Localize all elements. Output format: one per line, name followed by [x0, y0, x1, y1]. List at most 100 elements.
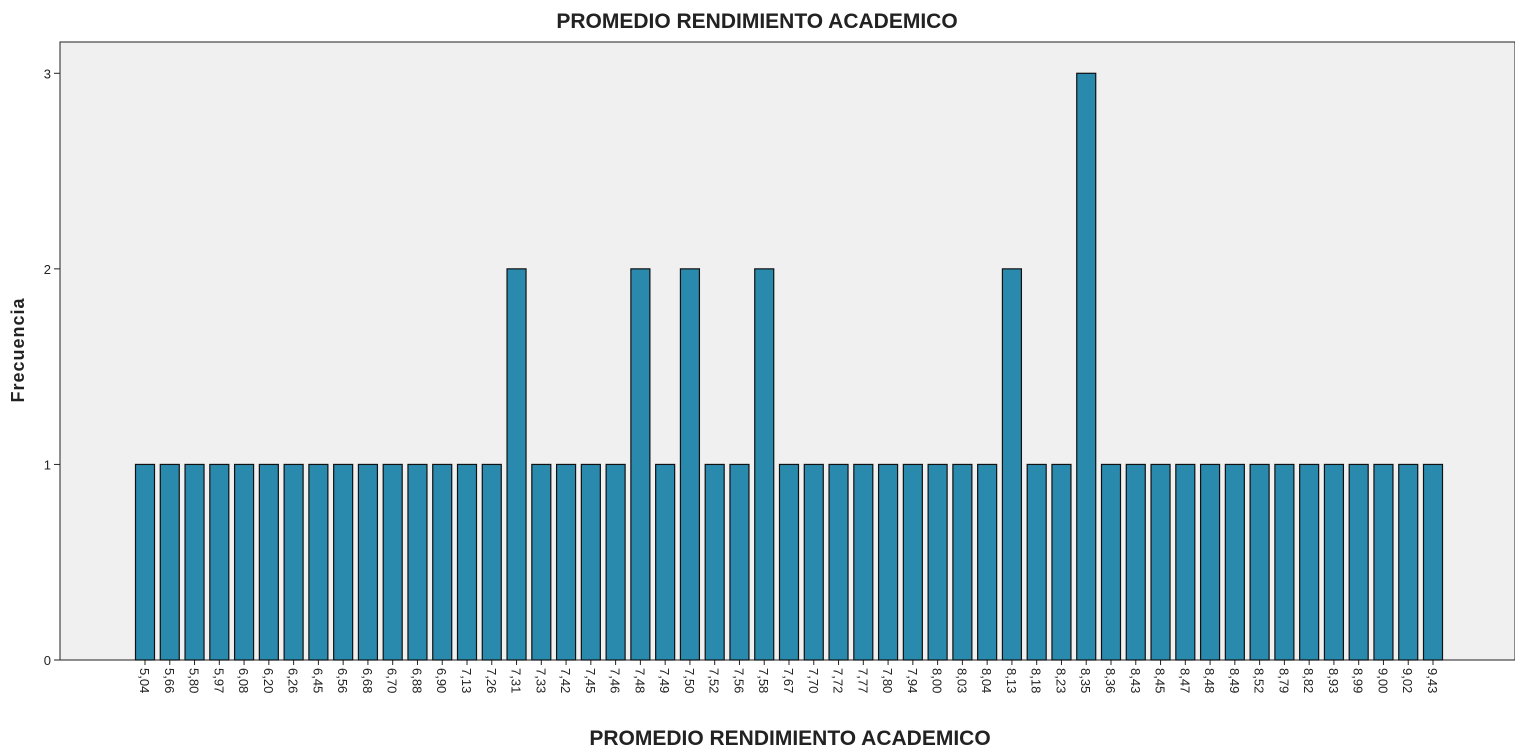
bar: [258, 463, 279, 661]
x-tick-label: 5,66: [162, 668, 177, 693]
x-tick-label: 5,80: [187, 668, 202, 693]
bar: [357, 463, 379, 661]
bar: [1175, 463, 1196, 661]
x-tick-label: 6,08: [236, 668, 251, 693]
x-tick-label: 8,45: [1153, 668, 1168, 693]
bar: [333, 463, 354, 661]
bar: [877, 463, 899, 661]
x-tick-label: 6,26: [286, 668, 301, 693]
x-tick-label: 7,13: [459, 668, 474, 693]
bar: [1422, 463, 1444, 661]
x-tick-label: 9,43: [1425, 668, 1440, 693]
x-tick-label: 7,58: [756, 668, 771, 693]
bar: [159, 463, 180, 661]
x-tick-label: 8,48: [1202, 668, 1217, 693]
bar: [1249, 463, 1270, 661]
x-tick-label: 7,52: [707, 668, 722, 693]
x-tick-label: 8,49: [1227, 668, 1242, 693]
x-tick-label: 7,67: [781, 668, 796, 693]
bar: [580, 463, 601, 661]
x-tick-label: 7,72: [831, 668, 846, 693]
bar: [828, 463, 849, 661]
x-tick-label: 8,18: [1029, 668, 1044, 693]
x-tick-label: 6,45: [310, 668, 325, 693]
bar: [853, 463, 874, 661]
x-tick-label: 7,31: [509, 668, 524, 693]
bar: [778, 463, 800, 661]
x-tick-label: 6,90: [434, 668, 449, 693]
x-tick-label: 7,70: [806, 668, 821, 693]
bar: [1274, 463, 1295, 661]
x-tick-label: 6,20: [261, 668, 276, 693]
bar: [655, 463, 676, 661]
x-tick-label: 5,04: [137, 668, 152, 693]
x-tick-label: 8,93: [1326, 668, 1341, 693]
x-tick-label: 8,82: [1301, 668, 1316, 693]
bar: [1398, 463, 1419, 661]
x-axis-label: PROMEDIO RENDIMIENTO ACADEMICO: [589, 727, 990, 750]
bar: [555, 463, 577, 661]
bar: [1323, 463, 1345, 661]
x-tick-label: 8,43: [1128, 668, 1143, 693]
x-tick-label: 8,35: [1078, 668, 1093, 693]
x-tick-label: 7,46: [608, 668, 623, 693]
x-tick-label: 5,97: [211, 668, 226, 693]
bar: [952, 463, 973, 661]
x-tick-label: 7,49: [657, 668, 672, 693]
bar: [729, 463, 750, 661]
x-tick-label: 8,23: [1053, 668, 1068, 693]
bar: [927, 463, 948, 661]
x-tick-label: 7,26: [484, 668, 499, 693]
bar: [209, 463, 230, 661]
bar: [382, 463, 403, 661]
x-tick-label: 6,56: [335, 668, 350, 693]
bar: [531, 463, 552, 661]
chart-title: PROMEDIO RENDIMIENTO ACADEMICO: [556, 10, 957, 33]
y-axis-label: Frecuencia: [8, 297, 28, 402]
x-tick-label: 6,68: [360, 668, 375, 693]
x-tick-label: 8,52: [1252, 668, 1267, 693]
bar: [1125, 463, 1146, 661]
bar: [977, 463, 998, 661]
x-tick-label: 7,33: [533, 668, 548, 693]
x-tick-label: 9,02: [1400, 668, 1415, 693]
bar: [407, 463, 428, 661]
x-tick-label: 7,80: [880, 668, 895, 693]
x-tick-label: 7,48: [632, 668, 647, 693]
x-tick-label: 8,04: [979, 668, 994, 693]
y-tick-label: 2: [44, 262, 51, 277]
bar: [184, 463, 205, 661]
bar: [679, 268, 701, 661]
bar: [1348, 463, 1369, 661]
bar: [1051, 463, 1072, 661]
x-tick-label: 7,94: [905, 668, 920, 693]
x-tick-label: 8,13: [1004, 668, 1019, 693]
x-tick-label: 7,56: [731, 668, 746, 693]
x-tick-label: 7,50: [682, 668, 697, 693]
x-tick-label: 8,47: [1177, 668, 1192, 693]
x-tick-label: 8,03: [954, 668, 969, 693]
bar: [1224, 463, 1245, 661]
bar: [233, 463, 255, 661]
bar: [1001, 268, 1023, 661]
x-tick-label: 7,77: [855, 668, 870, 693]
y-tick-label: 1: [44, 457, 51, 472]
bar: [506, 268, 527, 661]
x-tick-label: 8,79: [1276, 668, 1291, 693]
y-tick-label: 0: [44, 653, 51, 668]
bar: [704, 463, 725, 661]
bar: [1150, 463, 1171, 661]
bar: [754, 268, 775, 661]
bar: [1026, 463, 1047, 661]
bar: [803, 463, 824, 661]
x-tick-label: 8,36: [1103, 668, 1118, 693]
bar: [1199, 463, 1221, 661]
bar: [134, 463, 156, 661]
bar: [308, 463, 329, 661]
bar: [1299, 463, 1320, 661]
bar: [1076, 72, 1097, 661]
bar: [1100, 463, 1122, 661]
x-tick-label: 6,70: [385, 668, 400, 693]
bar: [630, 268, 651, 661]
